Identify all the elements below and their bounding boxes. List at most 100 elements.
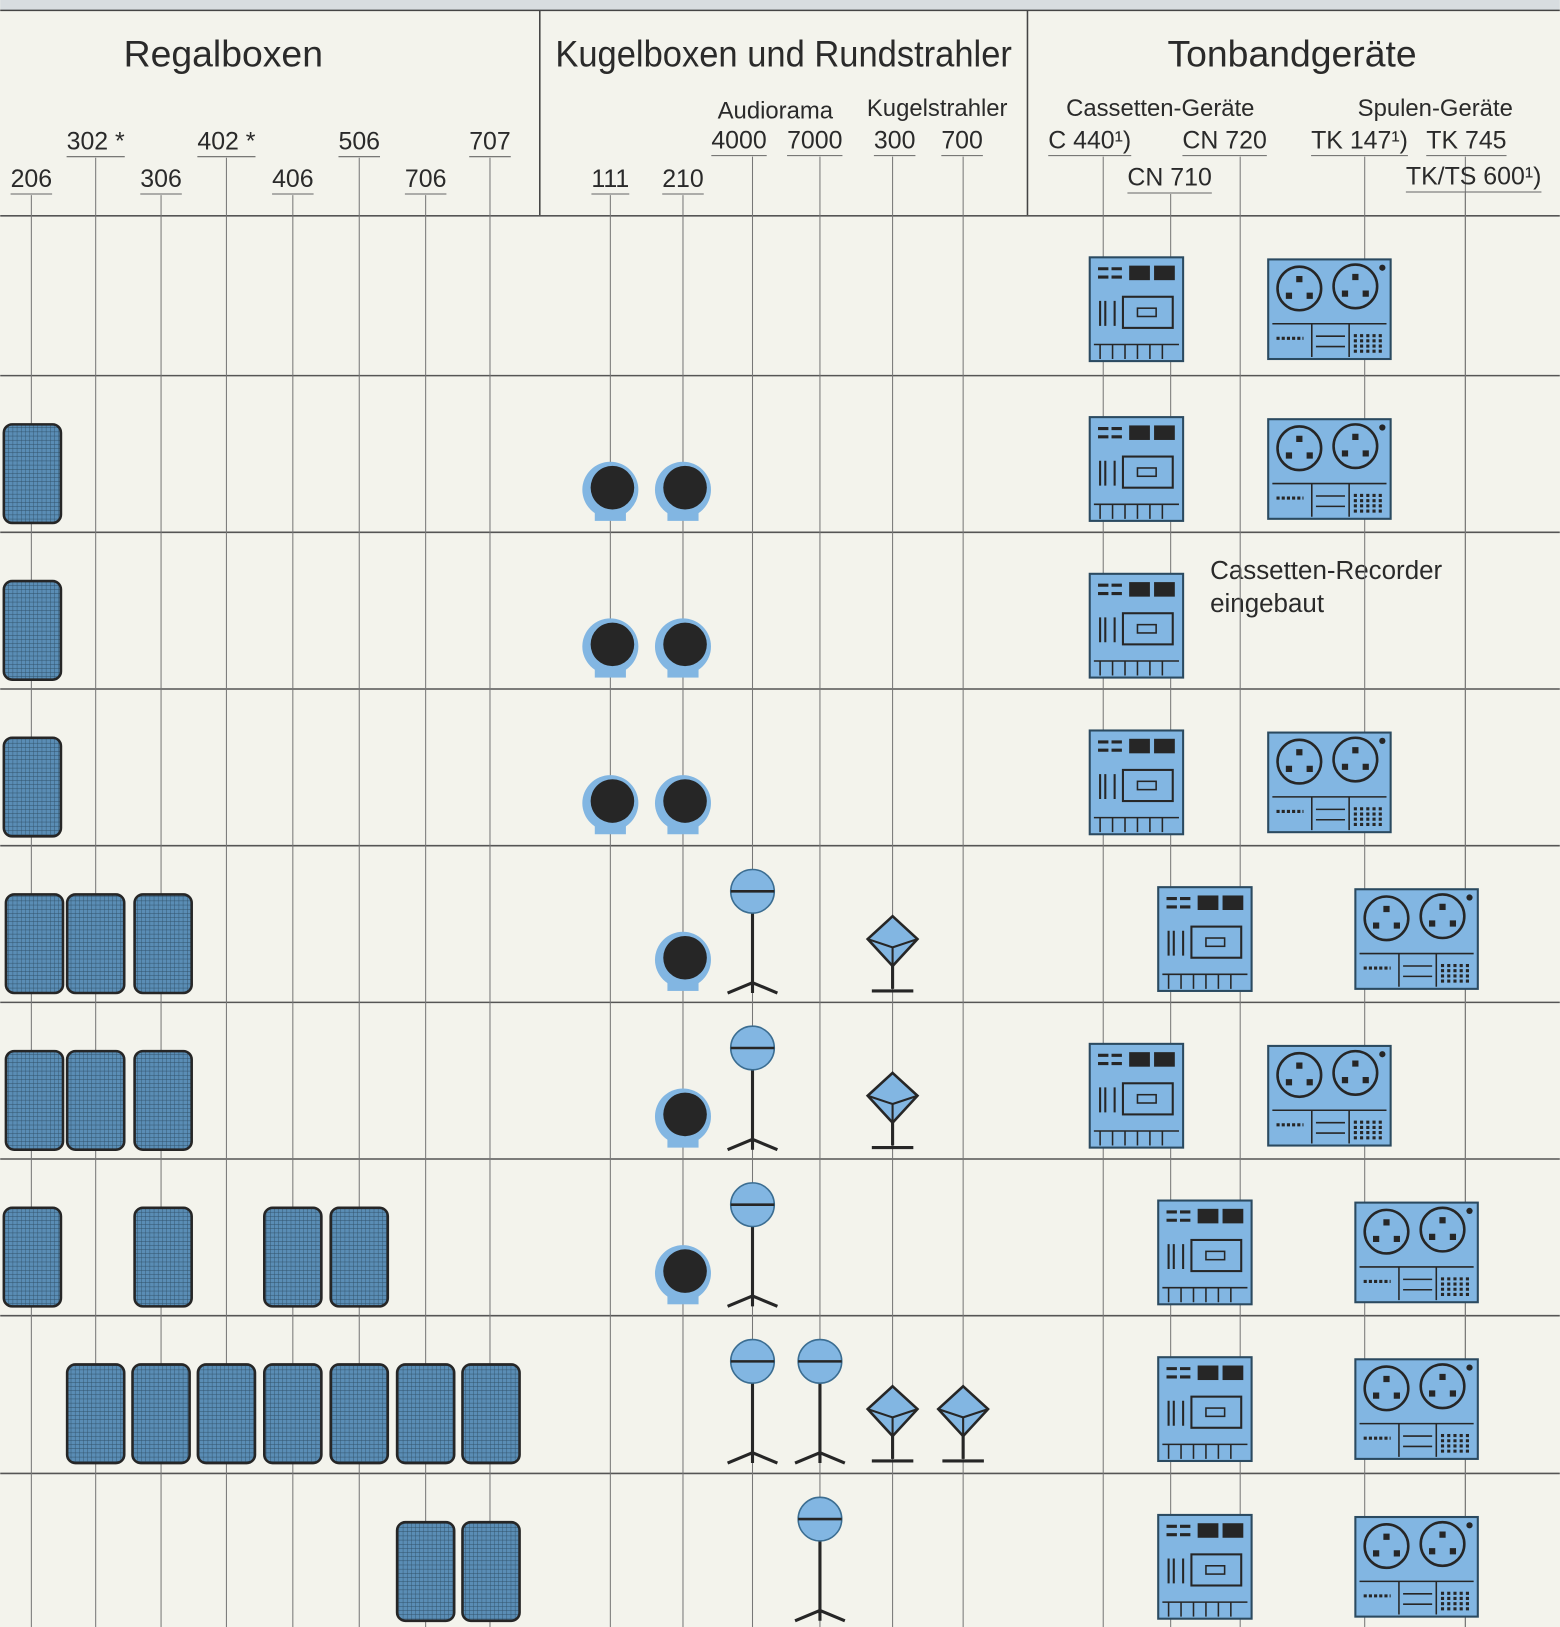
cassette-slot [1121,612,1174,646]
knob [1379,264,1386,271]
keys [1093,816,1179,833]
meter [1154,1052,1175,1067]
controls [1272,1109,1387,1144]
tripod [727,980,779,995]
meter [1197,1523,1219,1538]
meter [1197,1208,1219,1224]
cassette-slot [1121,295,1174,329]
group-title: Regalboxen [124,32,323,74]
reel-spokes [1285,749,1313,772]
keys [1162,1286,1248,1303]
knob [1379,1051,1386,1058]
tripod [794,1608,846,1623]
key-dots [1363,1591,1469,1611]
controls [1359,1266,1474,1301]
reel [1276,1051,1323,1099]
subgroup-title: Audiorama [718,97,834,124]
meter [1222,1523,1244,1538]
cube-edges [867,1094,918,1123]
group-title: Tonbandgeräte [1167,32,1416,74]
sliders [1099,617,1116,643]
key-dots [1276,807,1382,826]
column-label: 706 [405,165,447,193]
buttons [1166,897,1191,909]
reel [1332,263,1379,310]
keys [1162,973,1248,989]
meter [1154,738,1175,754]
cassette-slot [1190,1238,1243,1273]
speaker-box [65,893,126,995]
subgroup-title: Cassetten-Geräte [1066,95,1254,122]
meter [1222,895,1244,910]
sliders [1167,1244,1185,1270]
speaker-box [131,1363,191,1465]
column-label: 707 [469,127,511,155]
reel-spokes [1373,1533,1400,1557]
speaker-box [65,1363,126,1465]
sliders [1099,300,1116,326]
meter [1222,1208,1244,1224]
cassette-window [1136,780,1157,791]
ball-speaker [663,465,707,510]
reel-spokes [1285,435,1313,459]
buttons [1098,740,1122,752]
knob [1466,1364,1473,1371]
speaker-box [329,1363,390,1465]
speaker-box [4,893,65,995]
reel [1419,893,1466,940]
column-label: 700 [941,126,983,154]
meter [1154,265,1175,281]
cassette-slot [1190,925,1243,959]
reel [1363,1522,1410,1570]
cassette-slot [1121,1082,1174,1116]
column-label: 7000 [787,126,842,154]
speaker-box [329,1206,390,1308]
speaker-box [196,1363,257,1465]
knob [1466,1522,1473,1529]
meter [1197,1365,1219,1381]
reel [1276,425,1323,472]
column-label: C 440¹) [1048,126,1131,154]
knob [1466,894,1473,901]
buttons [1166,1210,1191,1222]
note: Cassetten-Recorder [1210,557,1442,585]
key-dots [1276,493,1382,513]
speaker-box [461,1520,521,1623]
controls [1359,1580,1474,1615]
speaker-box [133,893,193,995]
reel-spokes [1429,1217,1457,1240]
cassette-slot [1190,1395,1243,1429]
keys [1093,343,1179,360]
reel-spokes [1429,1373,1457,1397]
knob [1379,737,1386,744]
reel-spokes [1373,1219,1400,1243]
reel-spokes [1341,747,1369,770]
reel [1419,1206,1466,1253]
meter [1154,582,1175,597]
subgroup-title: Kugelstrahler [867,95,1008,122]
speaker-box [2,423,63,525]
ball-speaker [590,779,635,823]
column-label: TK/TS 600¹) [1406,163,1542,191]
column-label: 111 [591,165,629,193]
reel [1363,1365,1410,1412]
speaker-box [2,736,63,838]
sliders [1167,930,1185,956]
meter [1154,425,1175,440]
speaker-box [2,579,63,681]
speaker-box [65,1049,126,1151]
reel [1276,265,1323,312]
sliders [1099,460,1116,486]
column-label: 402 * [197,127,255,155]
tripod [727,1137,779,1152]
buttons [1098,583,1122,596]
buttons [1098,267,1122,279]
cassette-window [1205,1407,1226,1418]
meter [1129,738,1150,754]
cassette-window [1205,1565,1226,1575]
tripod [727,1450,779,1465]
buttons [1098,426,1122,439]
ball-speaker [590,622,635,667]
